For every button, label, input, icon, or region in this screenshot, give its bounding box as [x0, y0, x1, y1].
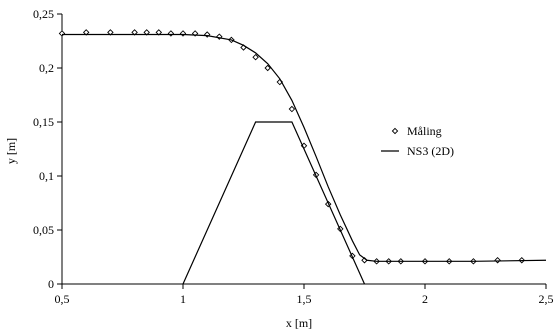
legend-label: NS3 (2D) [407, 144, 454, 158]
y-tick-label: 0,25 [33, 7, 54, 21]
legend: Måling NS3 (2D) [381, 124, 454, 158]
data-point-maling [167, 30, 175, 37]
x-tick-label: 0,5 [55, 292, 70, 306]
y-tick-label: 0,1 [39, 169, 54, 183]
series-group [58, 29, 547, 285]
data-point-maling [494, 257, 501, 264]
data-point-maling [288, 105, 296, 113]
x-tick-label: 2,5 [539, 292, 554, 306]
y-tick-label: 0,2 [39, 61, 54, 75]
data-point-maling [58, 30, 66, 37]
x-tick-label: 2 [422, 292, 428, 306]
y-tick-label: 0 [48, 277, 54, 291]
data-point-maling [252, 53, 259, 61]
y-tick-label: 0,15 [33, 115, 54, 129]
series-line-ns3 [62, 33, 547, 262]
x-tick-label: 1,5 [297, 292, 312, 306]
obstacle-outline [182, 121, 366, 285]
legend-marker-maling [391, 127, 399, 135]
y-axis-label: y [m] [4, 138, 18, 164]
ticks-group: 0 0,05 0,1 0,15 0,2 0,25 0,5 1 1,5 2 2,5 [33, 7, 554, 306]
data-point-maling [264, 64, 271, 72]
legend-label: Måling [407, 124, 442, 138]
y-tick-label: 0,05 [33, 223, 54, 237]
x-tick-label: 1 [180, 292, 186, 306]
data-point-maling [179, 30, 187, 37]
x-axis-label: x [m] [286, 316, 312, 330]
